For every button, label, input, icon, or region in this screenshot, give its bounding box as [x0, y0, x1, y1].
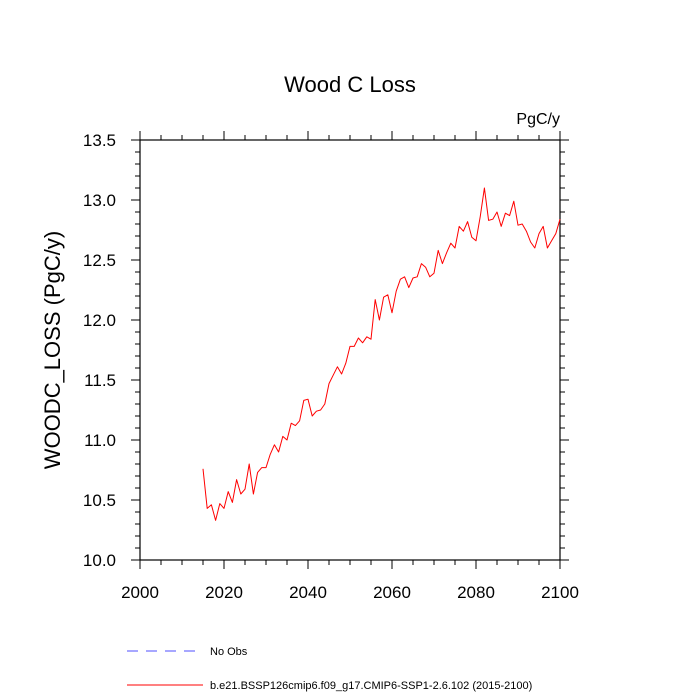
tick-labels: 2000 2020 2040 2060 2080 2100 10.0 10.5 11.0 11.5…	[83, 131, 579, 602]
y-tick-label: 12.0	[83, 311, 116, 330]
y-tick-label: 10.0	[83, 551, 116, 570]
y-tick-label: 12.5	[83, 251, 116, 270]
chart-title: Wood C Loss	[284, 72, 416, 97]
x-tick-label: 2000	[121, 583, 159, 602]
x-tick-label: 2060	[373, 583, 411, 602]
x-tick-label: 2080	[457, 583, 495, 602]
y-axis-label: WOODC_LOSS (PgC/y)	[40, 231, 65, 469]
x-tick-label: 2100	[541, 583, 579, 602]
y-tick-label: 13.5	[83, 131, 116, 150]
y-tick-label: 13.0	[83, 191, 116, 210]
series-lines	[202, 187, 561, 521]
y-tick-label: 11.0	[84, 431, 116, 450]
legend-label-0: No Obs	[210, 646, 248, 658]
plot-frame	[139, 139, 561, 561]
y-tick-label: 11.5	[84, 371, 116, 390]
units-label: PgC/y	[516, 111, 560, 128]
legend: No Obs b.e21.BSSP126cmip6.f09_g17.CMIP6-S…	[127, 646, 532, 692]
series-line-0	[202, 187, 561, 521]
y-tick-label: 10.5	[83, 491, 116, 510]
x-tick-label: 2020	[205, 583, 243, 602]
legend-label-1: b.e21.BSSP126cmip6.f09_g17.CMIP6-SSP1-2.…	[210, 680, 532, 692]
axis-ticks	[131, 131, 569, 569]
x-tick-label: 2040	[289, 583, 327, 602]
